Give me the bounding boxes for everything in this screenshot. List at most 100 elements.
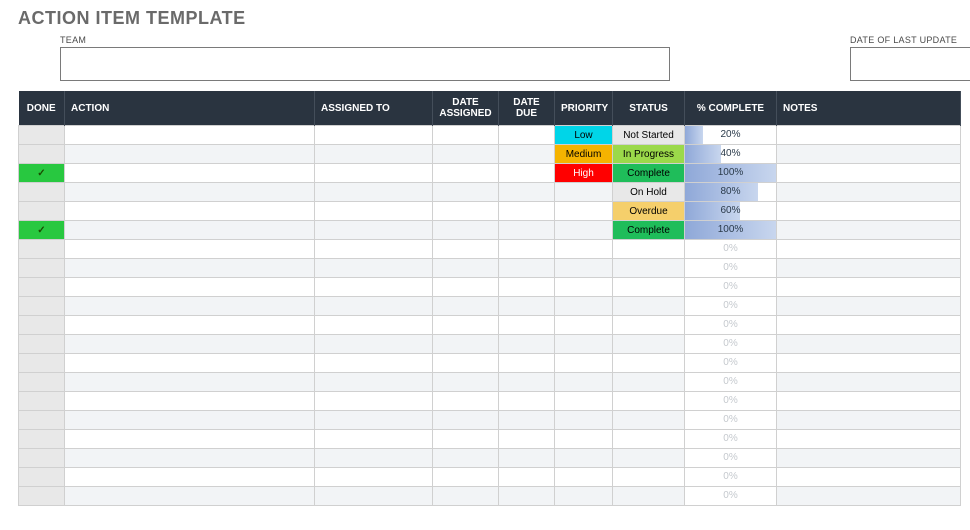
- action-cell[interactable]: [65, 126, 315, 145]
- date-assigned-cell[interactable]: [433, 126, 499, 145]
- date-assigned-cell[interactable]: [433, 259, 499, 278]
- notes-cell[interactable]: [777, 487, 961, 506]
- action-cell[interactable]: [65, 221, 315, 240]
- assigned-to-cell[interactable]: [315, 183, 433, 202]
- date-assigned-cell[interactable]: [433, 278, 499, 297]
- status-cell[interactable]: Overdue: [613, 202, 685, 221]
- assigned-to-cell[interactable]: [315, 240, 433, 259]
- notes-cell[interactable]: [777, 259, 961, 278]
- assigned-to-cell[interactable]: [315, 145, 433, 164]
- assigned-to-cell[interactable]: [315, 126, 433, 145]
- action-cell[interactable]: [65, 430, 315, 449]
- notes-cell[interactable]: [777, 354, 961, 373]
- action-cell[interactable]: [65, 354, 315, 373]
- priority-cell[interactable]: Medium: [555, 145, 613, 164]
- done-cell[interactable]: [19, 468, 65, 487]
- date-assigned-cell[interactable]: [433, 145, 499, 164]
- status-cell[interactable]: [613, 240, 685, 259]
- complete-cell[interactable]: 60%: [685, 202, 777, 221]
- assigned-to-cell[interactable]: [315, 468, 433, 487]
- priority-cell[interactable]: [555, 278, 613, 297]
- date-assigned-cell[interactable]: [433, 392, 499, 411]
- date-due-cell[interactable]: [499, 221, 555, 240]
- status-cell[interactable]: Complete: [613, 164, 685, 183]
- status-cell[interactable]: [613, 278, 685, 297]
- priority-cell[interactable]: [555, 316, 613, 335]
- priority-cell[interactable]: [555, 221, 613, 240]
- date-assigned-cell[interactable]: [433, 316, 499, 335]
- notes-cell[interactable]: [777, 392, 961, 411]
- done-cell[interactable]: [19, 145, 65, 164]
- date-input[interactable]: [850, 47, 970, 81]
- priority-cell[interactable]: [555, 373, 613, 392]
- priority-cell[interactable]: High: [555, 164, 613, 183]
- complete-cell[interactable]: 0%: [685, 297, 777, 316]
- date-due-cell[interactable]: [499, 278, 555, 297]
- notes-cell[interactable]: [777, 468, 961, 487]
- done-cell[interactable]: [19, 449, 65, 468]
- done-cell[interactable]: [19, 297, 65, 316]
- notes-cell[interactable]: [777, 278, 961, 297]
- date-due-cell[interactable]: [499, 373, 555, 392]
- priority-cell[interactable]: [555, 335, 613, 354]
- complete-cell[interactable]: 100%: [685, 221, 777, 240]
- done-cell[interactable]: ✓: [19, 221, 65, 240]
- assigned-to-cell[interactable]: [315, 392, 433, 411]
- priority-cell[interactable]: [555, 449, 613, 468]
- complete-cell[interactable]: 0%: [685, 354, 777, 373]
- assigned-to-cell[interactable]: [315, 297, 433, 316]
- done-cell[interactable]: [19, 259, 65, 278]
- team-input[interactable]: [60, 47, 670, 81]
- status-cell[interactable]: [613, 259, 685, 278]
- date-due-cell[interactable]: [499, 240, 555, 259]
- notes-cell[interactable]: [777, 202, 961, 221]
- date-assigned-cell[interactable]: [433, 411, 499, 430]
- notes-cell[interactable]: [777, 316, 961, 335]
- complete-cell[interactable]: 0%: [685, 449, 777, 468]
- date-due-cell[interactable]: [499, 468, 555, 487]
- notes-cell[interactable]: [777, 240, 961, 259]
- action-cell[interactable]: [65, 487, 315, 506]
- status-cell[interactable]: Complete: [613, 221, 685, 240]
- action-cell[interactable]: [65, 373, 315, 392]
- done-cell[interactable]: ✓: [19, 164, 65, 183]
- priority-cell[interactable]: [555, 468, 613, 487]
- status-cell[interactable]: [613, 411, 685, 430]
- action-cell[interactable]: [65, 183, 315, 202]
- done-cell[interactable]: [19, 183, 65, 202]
- action-cell[interactable]: [65, 202, 315, 221]
- priority-cell[interactable]: [555, 183, 613, 202]
- action-cell[interactable]: [65, 449, 315, 468]
- assigned-to-cell[interactable]: [315, 430, 433, 449]
- date-due-cell[interactable]: [499, 297, 555, 316]
- date-assigned-cell[interactable]: [433, 449, 499, 468]
- status-cell[interactable]: [613, 335, 685, 354]
- priority-cell[interactable]: [555, 259, 613, 278]
- notes-cell[interactable]: [777, 126, 961, 145]
- assigned-to-cell[interactable]: [315, 278, 433, 297]
- date-due-cell[interactable]: [499, 164, 555, 183]
- action-cell[interactable]: [65, 411, 315, 430]
- complete-cell[interactable]: 40%: [685, 145, 777, 164]
- date-assigned-cell[interactable]: [433, 202, 499, 221]
- date-due-cell[interactable]: [499, 316, 555, 335]
- action-cell[interactable]: [65, 145, 315, 164]
- status-cell[interactable]: [613, 297, 685, 316]
- complete-cell[interactable]: 0%: [685, 316, 777, 335]
- status-cell[interactable]: On Hold: [613, 183, 685, 202]
- action-cell[interactable]: [65, 259, 315, 278]
- action-cell[interactable]: [65, 240, 315, 259]
- date-assigned-cell[interactable]: [433, 487, 499, 506]
- complete-cell[interactable]: 0%: [685, 335, 777, 354]
- complete-cell[interactable]: 100%: [685, 164, 777, 183]
- notes-cell[interactable]: [777, 430, 961, 449]
- date-due-cell[interactable]: [499, 259, 555, 278]
- notes-cell[interactable]: [777, 449, 961, 468]
- date-due-cell[interactable]: [499, 335, 555, 354]
- date-due-cell[interactable]: [499, 430, 555, 449]
- priority-cell[interactable]: [555, 354, 613, 373]
- complete-cell[interactable]: 0%: [685, 487, 777, 506]
- assigned-to-cell[interactable]: [315, 164, 433, 183]
- action-cell[interactable]: [65, 297, 315, 316]
- done-cell[interactable]: [19, 354, 65, 373]
